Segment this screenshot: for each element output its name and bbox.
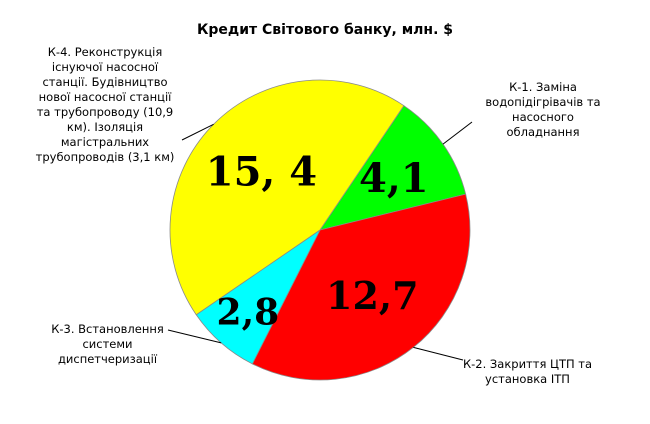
leader-line-k3 <box>167 329 222 344</box>
chart-title: Кредит Світового банку, млн. $ <box>196 22 454 38</box>
slice-label-k4: К-4. Реконструкція існуючої насосної ста… <box>35 45 175 164</box>
leader-line-k1 <box>442 121 473 145</box>
value-label-k3: 2,8 <box>217 291 280 333</box>
value-label-k2: 12,7 <box>326 273 419 318</box>
pie-slice-k1 <box>319 105 467 231</box>
leader-line-k2 <box>413 346 464 361</box>
slice-label-k1: К-1. Заміна водопідігрівачів та насосног… <box>485 80 601 139</box>
pie-slice-k4 <box>169 79 405 316</box>
value-label-k4: 15, 4 <box>206 148 317 195</box>
leader-line-k4 <box>181 123 214 141</box>
slice-label-k3: К-3. Встановлення системи диспетчеризаці… <box>51 322 164 366</box>
slice-label-k2: К-2. Закриття ЦТП та установка ІТП <box>462 357 593 386</box>
value-label-k1: 4,1 <box>359 155 429 202</box>
